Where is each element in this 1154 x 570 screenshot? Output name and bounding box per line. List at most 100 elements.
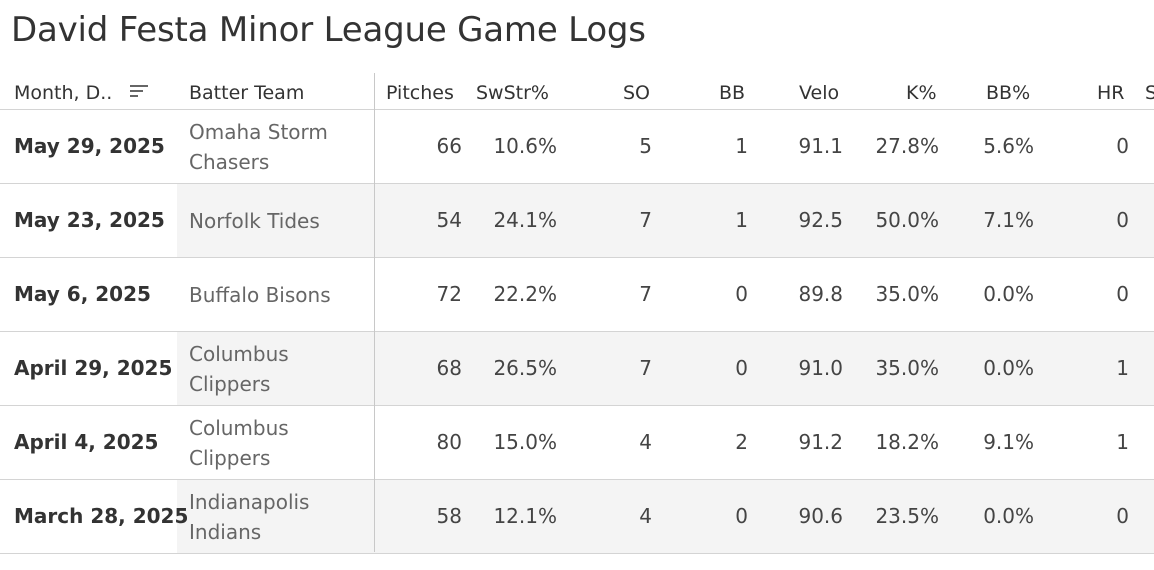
stats-cell-background (375, 406, 1154, 479)
stats-cell-background (375, 110, 1154, 183)
column-header-truncated[interactable]: S (1145, 82, 1154, 104)
column-header-k-pct[interactable]: K% (906, 82, 937, 104)
cell-pitches: 72 (436, 282, 462, 306)
cell-date: May 29, 2025 (14, 134, 165, 158)
cell-swstr: 26.5% (493, 356, 557, 380)
cell-k-pct: 27.8% (875, 134, 939, 158)
row-divider (0, 553, 1154, 554)
table-row[interactable]: May 29, 2025 Omaha Storm Chasers 66 10.6% 5 1… (0, 110, 1154, 183)
cell-velo: 91.2 (798, 430, 843, 454)
cell-bb: 1 (735, 208, 748, 232)
cell-bb: 2 (735, 430, 748, 454)
cell-date: April 4, 2025 (14, 430, 159, 454)
cell-so: 7 (639, 356, 652, 380)
cell-hr: 0 (1116, 134, 1129, 158)
column-header-bb[interactable]: BB (719, 82, 746, 104)
table-row[interactable]: April 29, 2025 Columbus Clippers 68 26.5% 7 0… (0, 332, 1154, 405)
row-divider (0, 331, 1154, 332)
stats-cell-background (375, 184, 1154, 257)
cell-so: 5 (639, 134, 652, 158)
cell-k-pct: 18.2% (875, 430, 939, 454)
stats-cell-background (375, 480, 1154, 553)
column-header-so[interactable]: SO (623, 82, 651, 104)
cell-pitches: 80 (436, 430, 462, 454)
cell-bb: 0 (735, 504, 748, 528)
team-cell-background (177, 332, 375, 405)
cell-velo: 90.6 (798, 504, 843, 528)
stats-cell-background (375, 258, 1154, 331)
cell-pitches: 58 (436, 504, 462, 528)
cell-velo: 92.5 (798, 208, 843, 232)
cell-batter-team-text: Omaha Storm Chasers (189, 119, 328, 174)
cell-swstr: 15.0% (493, 430, 557, 454)
cell-pitches: 68 (436, 356, 462, 380)
cell-bb-pct: 5.6% (983, 134, 1034, 158)
cell-k-pct: 35.0% (875, 356, 939, 380)
column-divider (374, 73, 375, 552)
cell-date: May 23, 2025 (14, 208, 165, 232)
cell-batter-team: Indianapolis Indians (189, 480, 369, 553)
cell-swstr: 10.6% (493, 134, 557, 158)
cell-velo: 91.1 (798, 134, 843, 158)
cell-batter-team-text: Columbus Clippers (189, 341, 289, 396)
cell-date: March 28, 2025 (14, 504, 189, 528)
team-cell-background (177, 480, 375, 553)
cell-hr: 0 (1116, 208, 1129, 232)
column-header-batter-team[interactable]: Batter Team (189, 82, 305, 104)
column-header-date[interactable]: Month, D.. (14, 82, 113, 104)
cell-hr: 0 (1116, 282, 1129, 306)
cell-batter-team-text: Indianapolis Indians (189, 489, 310, 544)
row-divider (0, 405, 1154, 406)
column-header-swstr[interactable]: SwStr% (476, 82, 549, 104)
cell-batter-team: Columbus Clippers (189, 332, 369, 405)
cell-so: 7 (639, 282, 652, 306)
column-header-pitches[interactable]: Pitches (386, 82, 454, 104)
table-row[interactable]: May 23, 2025 Norfolk Tides 54 24.1% 7 1 92.5 50… (0, 184, 1154, 257)
cell-date: May 6, 2025 (14, 282, 151, 306)
column-header-velo[interactable]: Velo (799, 82, 840, 104)
cell-k-pct: 50.0% (875, 208, 939, 232)
cell-pitches: 54 (436, 208, 462, 232)
cell-batter-team: Omaha Storm Chasers (189, 110, 369, 183)
cell-velo: 91.0 (798, 356, 843, 380)
table-row[interactable]: March 28, 2025 Indianapolis Indians 58 12.1… (0, 480, 1154, 553)
cell-date: April 29, 2025 (14, 356, 173, 380)
cell-batter-team-text: Buffalo Bisons (189, 282, 331, 307)
column-header-bb-pct[interactable]: BB% (986, 82, 1031, 104)
cell-velo: 89.8 (798, 282, 843, 306)
team-cell-background (177, 184, 375, 257)
cell-bb: 1 (735, 134, 748, 158)
sort-descending-icon[interactable] (130, 84, 148, 100)
cell-hr: 1 (1116, 430, 1129, 454)
stats-cell-background (375, 332, 1154, 405)
row-divider (0, 257, 1154, 258)
table-row[interactable]: April 4, 2025 Columbus Clippers 80 15.0% 4 2 9… (0, 406, 1154, 479)
cell-batter-team: Norfolk Tides (189, 184, 369, 257)
column-header-hr[interactable]: HR (1097, 82, 1125, 104)
cell-batter-team: Columbus Clippers (189, 406, 369, 479)
cell-so: 4 (639, 430, 652, 454)
page-title: David Festa Minor League Game Logs (11, 10, 646, 50)
cell-bb-pct: 7.1% (983, 208, 1034, 232)
cell-pitches: 66 (436, 134, 462, 158)
cell-k-pct: 23.5% (875, 504, 939, 528)
row-divider (0, 479, 1154, 480)
cell-batter-team-text: Columbus Clippers (189, 415, 289, 470)
table-header: Month, D.. Batter Team Pitches SwStr% SO… (0, 74, 1154, 110)
cell-batter-team-text: Norfolk Tides (189, 208, 320, 233)
cell-hr: 0 (1116, 504, 1129, 528)
cell-bb-pct: 0.0% (983, 504, 1034, 528)
table-row[interactable]: May 6, 2025 Buffalo Bisons 72 22.2% 7 0 89.8 35… (0, 258, 1154, 331)
cell-swstr: 22.2% (493, 282, 557, 306)
header-divider (0, 109, 1154, 110)
cell-bb-pct: 9.1% (983, 430, 1034, 454)
cell-so: 7 (639, 208, 652, 232)
cell-swstr: 24.1% (493, 208, 557, 232)
cell-bb-pct: 0.0% (983, 356, 1034, 380)
cell-batter-team: Buffalo Bisons (189, 258, 369, 331)
cell-bb: 0 (735, 282, 748, 306)
cell-bb-pct: 0.0% (983, 282, 1034, 306)
cell-swstr: 12.1% (493, 504, 557, 528)
cell-bb: 0 (735, 356, 748, 380)
